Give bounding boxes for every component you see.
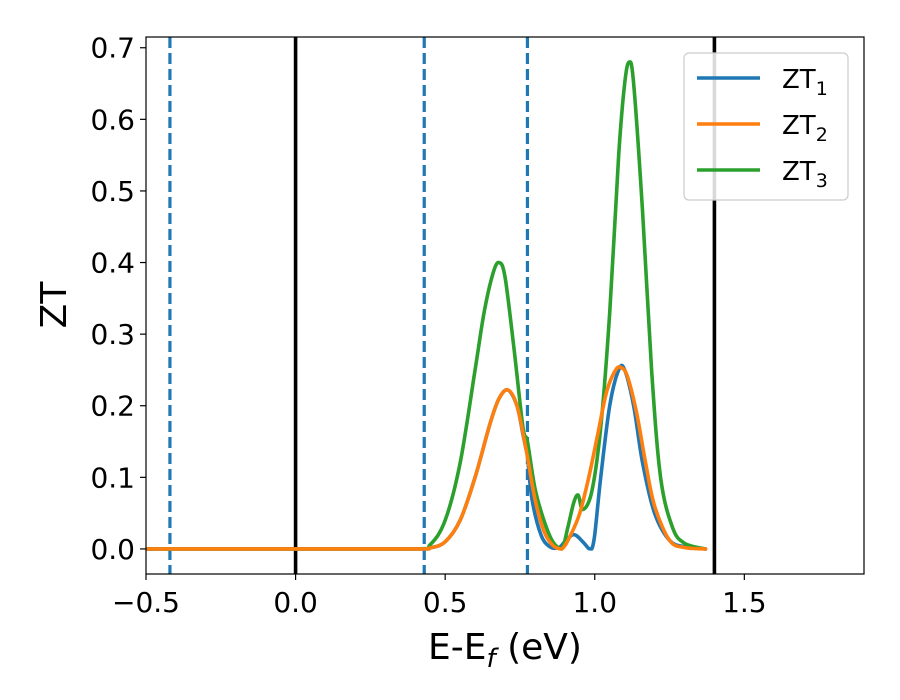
- x-tick-label: 0.5: [423, 586, 468, 619]
- y-tick-label: 0.7: [90, 32, 135, 65]
- legend: ZT1 ZT2 ZT3: [683, 52, 849, 201]
- y-axis-label: ZT: [34, 281, 75, 329]
- y-tick-label: 0.4: [90, 247, 135, 280]
- legend-label-zt3: ZT3: [782, 157, 828, 192]
- legend-label-zt2: ZT2: [782, 111, 828, 146]
- x-axis-ticks: −0.5 0.0 0.5 1.0 1.5: [112, 574, 767, 619]
- y-tick-label: 0.1: [90, 461, 135, 494]
- y-tick-label: 0.6: [90, 103, 135, 136]
- y-tick-label: 0.5: [90, 175, 135, 208]
- y-tick-label: 0.0: [90, 533, 135, 566]
- series-lines: [146, 60, 708, 551]
- x-tick-label: 1.0: [572, 586, 617, 619]
- y-tick-label: 0.2: [90, 390, 135, 423]
- x-tick-label: 1.5: [722, 586, 767, 619]
- series-line-zt2: [146, 365, 708, 551]
- legend-box: [683, 52, 849, 201]
- series-line-zt3: [146, 60, 708, 551]
- x-axis-label: E-Ef (eV): [428, 627, 582, 674]
- legend-label-zt1: ZT1: [782, 65, 828, 100]
- y-axis-ticks: 0.0 0.1 0.2 0.3 0.4 0.5 0.6 0.7: [90, 32, 146, 566]
- x-tick-label: 0.0: [273, 586, 318, 619]
- y-tick-label: 0.3: [90, 318, 135, 351]
- x-tick-label: −0.5: [112, 586, 180, 619]
- plot-frame: [145, 36, 865, 575]
